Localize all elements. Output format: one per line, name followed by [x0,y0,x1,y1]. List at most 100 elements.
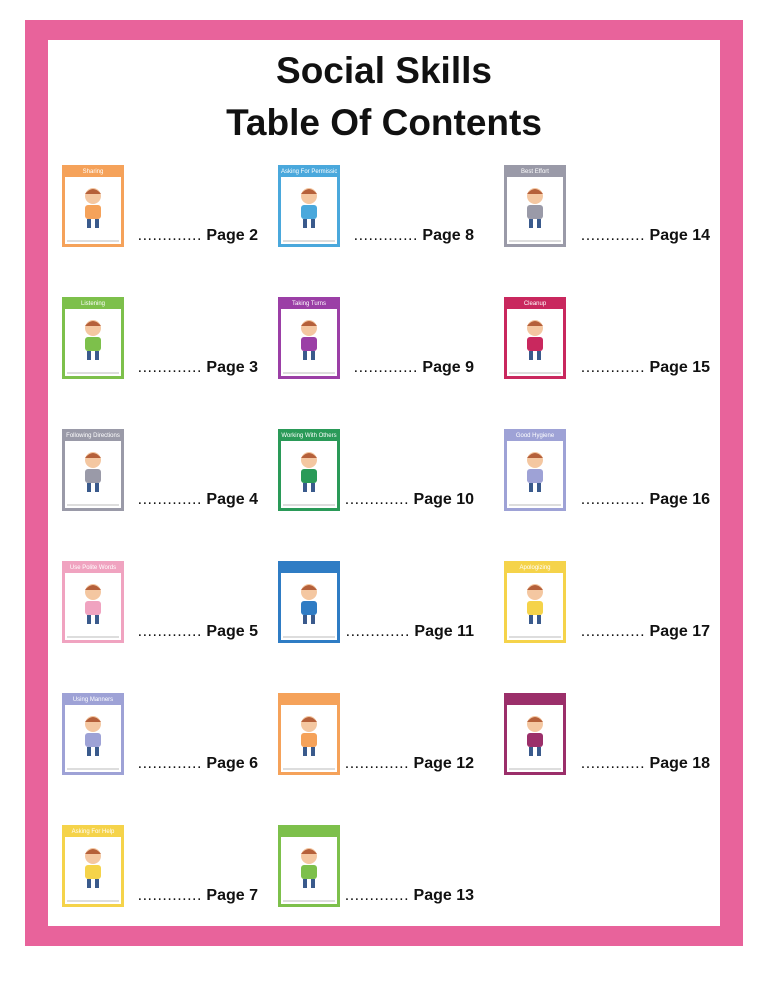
worksheet-thumbnail [278,693,340,775]
page-number: Page 8 [422,227,474,244]
child-illustration-icon [85,584,101,624]
page-reference: ............. Page 16 [581,491,710,509]
thumbnail-title [281,564,337,573]
worksheet-thumbnail: Apologizing [504,561,566,643]
thumbnail-title: Working With Others [281,432,337,441]
child-illustration-icon [85,188,101,228]
toc-entry[interactable]: ............. Page 12 [278,693,474,777]
thumbnail-footer [67,504,119,506]
thumbnail-footer [509,240,561,242]
toc-entry[interactable]: ............. Page 13 [278,825,474,909]
toc-entry[interactable]: Sharing............. Page 2 [62,165,258,249]
page-reference: ............. Page 10 [345,491,474,509]
worksheet-thumbnail: Asking For Permission [278,165,340,247]
child-illustration-icon [85,848,101,888]
thumbnail-footer [67,636,119,638]
thumbnail-footer [67,768,119,770]
page-number: Page 17 [649,623,710,640]
page-number: Page 3 [206,359,258,376]
leader-dots: ............. [580,623,646,640]
thumbnail-title: Asking For Permission [281,168,337,177]
page-border [25,20,743,946]
thumbnail-title: Asking For Help [65,828,121,837]
page-content [48,40,720,926]
thumbnail-footer [67,900,119,902]
toc-entry[interactable]: Asking For Permission............. Page … [278,165,474,249]
toc-entry[interactable]: Working With Others............. Page 10 [278,429,474,513]
toc-entry[interactable]: ............. Page 11 [278,561,474,645]
thumbnail-title: Using Manners [65,696,121,705]
page-number: Page 14 [649,227,710,244]
page-reference: ............. Page 15 [581,359,710,377]
page-number: Page 12 [413,755,474,772]
toc-entry[interactable]: Asking For Help............. Page 7 [62,825,258,909]
leader-dots: ............. [345,623,410,640]
leader-dots: ............. [137,887,202,904]
page-reference: ............. Page 5 [138,623,258,641]
thumbnail-title: Good Hygiene [507,432,563,441]
title-line-2: Table Of Contents [226,102,542,143]
page-reference: ............. Page 6 [138,755,258,773]
thumbnail-title: Best Effort [507,168,563,177]
worksheet-thumbnail: Taking Turns [278,297,340,379]
page-reference: ............. Page 12 [345,755,474,773]
worksheet-thumbnail [278,825,340,907]
toc-entry[interactable]: Best Effort............. Page 14 [504,165,710,249]
thumbnail-footer [283,240,335,242]
child-illustration-icon [301,188,317,228]
thumbnail-title [281,828,337,837]
worksheet-thumbnail: Best Effort [504,165,566,247]
page-reference: ............. Page 7 [138,887,258,905]
leader-dots: ............. [344,887,410,904]
leader-dots: ............. [353,359,418,376]
page-number: Page 7 [206,887,258,904]
child-illustration-icon [527,188,543,228]
worksheet-thumbnail [504,693,566,775]
thumbnail-title: Following Directions [65,432,121,441]
page-reference: ............. Page 18 [581,755,710,773]
toc-entry[interactable]: Use Polite Words............. Page 5 [62,561,258,645]
page-reference: ............. Page 13 [345,887,474,905]
thumbnail-footer [509,372,561,374]
page-number: Page 10 [413,491,474,508]
worksheet-thumbnail: Asking For Help [62,825,124,907]
thumbnail-footer [67,240,119,242]
thumbnail-title [507,696,563,705]
thumbnail-title: Cleanup [507,300,563,309]
thumbnail-title: Sharing [65,168,121,177]
leader-dots: ............. [137,755,202,772]
worksheet-thumbnail: Listening [62,297,124,379]
child-illustration-icon [301,320,317,360]
page-reference: ............. Page 11 [346,623,474,641]
toc-entry[interactable]: ............. Page 18 [504,693,710,777]
page-reference: ............. Page 2 [138,227,258,245]
page-number: Page 2 [206,227,258,244]
toc-entry[interactable]: Taking Turns............. Page 9 [278,297,474,381]
page-number: Page 5 [206,623,258,640]
worksheet-thumbnail: Using Manners [62,693,124,775]
toc-entry[interactable]: Using Manners ............. Page 6 [62,693,258,777]
child-illustration-icon [527,716,543,756]
worksheet-thumbnail: Working With Others [278,429,340,511]
page-number: Page 13 [413,887,474,904]
child-illustration-icon [527,320,543,360]
toc-entry[interactable]: Following Directions............. Page 4 [62,429,258,513]
page-reference: ............. Page 3 [138,359,258,377]
child-illustration-icon [301,716,317,756]
toc-entry[interactable]: Cleanup ............. Page 15 [504,297,710,381]
leader-dots: ............. [137,227,202,244]
leader-dots: ............. [344,491,410,508]
toc-entry[interactable]: Good Hygiene ............. Page 16 [504,429,710,513]
leader-dots: ............. [137,623,202,640]
leader-dots: ............. [580,227,646,244]
page-number: Page 9 [422,359,474,376]
thumbnail-footer [283,900,335,902]
leader-dots: ............. [137,359,202,376]
page-number: Page 18 [649,755,710,772]
thumbnail-footer [67,372,119,374]
thumbnail-footer [509,636,561,638]
toc-entry[interactable]: Apologizing............. Page 17 [504,561,710,645]
thumbnail-footer [283,636,335,638]
toc-entry[interactable]: Listening............. Page 3 [62,297,258,381]
child-illustration-icon [85,320,101,360]
